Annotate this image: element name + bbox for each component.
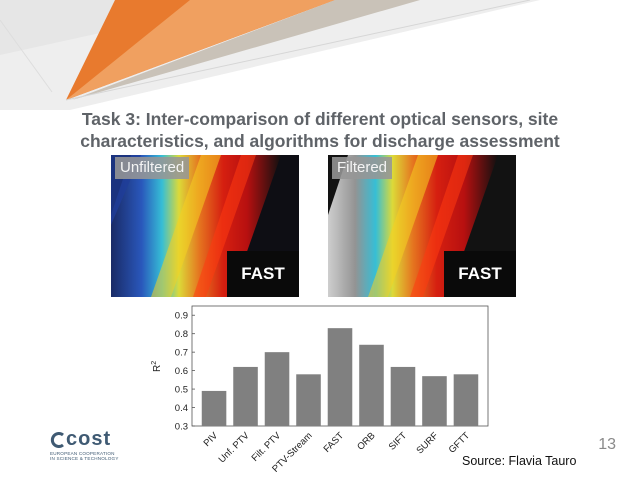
x-tick-label-8: GFTT [447, 430, 472, 455]
bar-fast [327, 328, 353, 426]
x-tick-label-0: PIV [202, 430, 221, 449]
cost-logo-subtitle-2: IN SCIENCE & TECHNOLOGY [50, 456, 119, 461]
x-tick-label-1: Unf. PTV [217, 430, 252, 465]
header-decoration [0, 0, 540, 110]
fast-badge-left: FAST [227, 251, 299, 297]
bar-filt-ptv [264, 352, 290, 426]
y-tick-label-2: 0.5 [175, 385, 188, 396]
y-tick-label-3: 0.6 [175, 366, 188, 377]
cost-logo-subtitle-1: EUROPEAN COOPERATION [50, 451, 115, 456]
page-number: 13 [598, 436, 616, 453]
bar-orb [359, 344, 384, 426]
bar-ptv-stream [296, 374, 321, 426]
bar-surf [422, 376, 447, 426]
y-tick-label-1: 0.4 [175, 403, 188, 414]
y-tick-label-4: 0.7 [175, 348, 188, 359]
x-tick-label-7: SURF [415, 430, 441, 456]
cost-logo-word: cost [66, 428, 112, 450]
filtered-image: Filtered FAST [328, 155, 516, 297]
unfiltered-label: Unfiltered [115, 157, 190, 179]
unfiltered-image: Unfiltered FAST [111, 155, 299, 297]
slide-title: Task 3: Inter-comparison of different op… [80, 109, 560, 151]
bar-piv [201, 390, 227, 426]
x-tick-label-5: ORB [355, 430, 377, 452]
source-credit: Source: Flavia Tauro [462, 454, 577, 468]
x-tick-label-6: SIFT [387, 430, 409, 452]
y-tick-label-0: 0.3 [175, 422, 188, 433]
filtered-label: Filtered [332, 157, 393, 179]
cost-logo: cost EUROPEAN COOPERATION IN SCIENCE & T… [50, 428, 160, 462]
cost-logo-icon [50, 431, 64, 448]
y-tick-label-5: 0.8 [175, 329, 188, 340]
fast-badge-right: FAST [444, 251, 516, 297]
x-tick-label-4: FAST [322, 430, 347, 455]
bar-unf-ptv [233, 366, 258, 426]
bar-sift [390, 366, 416, 426]
y-axis-label: R2 [151, 361, 163, 372]
bar-gftt [453, 374, 479, 426]
y-tick-label-6: 0.9 [175, 311, 188, 322]
